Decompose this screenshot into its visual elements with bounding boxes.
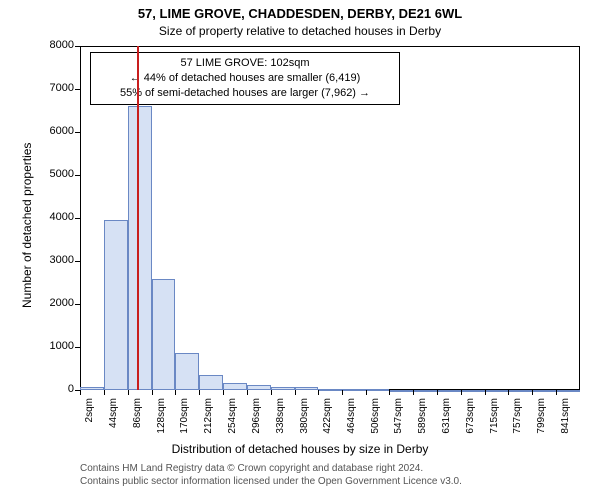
annotation-line-1: 57 LIME GROVE: 102sqm: [97, 56, 393, 71]
x-tick-label: 589sqm: [417, 398, 428, 448]
x-tick-label: 338sqm: [275, 398, 286, 448]
histogram-bar: [366, 389, 389, 391]
x-tick-mark: [175, 390, 176, 395]
x-tick-mark: [271, 390, 272, 395]
x-tick-label: 170sqm: [179, 398, 190, 448]
footer-attribution: Contains HM Land Registry data © Crown c…: [80, 462, 462, 488]
x-tick-mark: [104, 390, 105, 395]
y-tick-label: 4000: [40, 211, 74, 223]
x-tick-label: 506sqm: [370, 398, 381, 448]
histogram-bar: [342, 389, 366, 391]
histogram-bar: [247, 385, 271, 390]
x-tick-label: 296sqm: [251, 398, 262, 448]
annotation-line-2: ← 44% of detached houses are smaller (6,…: [97, 71, 393, 86]
histogram-bar: [80, 387, 104, 390]
histogram-bar: [152, 279, 176, 390]
y-tick-mark: [75, 347, 80, 348]
y-tick-mark: [75, 46, 80, 47]
x-tick-label: 673sqm: [465, 398, 476, 448]
y-tick-label: 3000: [40, 254, 74, 266]
histogram-bar: [223, 383, 247, 390]
y-tick-label: 7000: [40, 82, 74, 94]
y-axis-label: Number of detached properties: [20, 143, 34, 308]
x-tick-label: 86sqm: [132, 398, 143, 448]
x-tick-mark: [389, 390, 390, 395]
histogram-bar: [271, 387, 295, 390]
histogram-bar: [461, 390, 485, 392]
x-tick-label: 715sqm: [489, 398, 500, 448]
chart-title-main: 57, LIME GROVE, CHADDESDEN, DERBY, DE21 …: [0, 6, 600, 21]
histogram-bar: [199, 375, 223, 390]
x-tick-mark: [342, 390, 343, 395]
footer-line-2: Contains public sector information licen…: [80, 475, 462, 488]
x-tick-mark: [128, 390, 129, 395]
y-tick-label: 2000: [40, 297, 74, 309]
y-tick-label: 5000: [40, 168, 74, 180]
histogram-bar: [104, 220, 128, 390]
x-tick-label: 464sqm: [346, 398, 357, 448]
y-tick-mark: [75, 218, 80, 219]
x-tick-mark: [152, 390, 153, 395]
property-marker-line: [137, 46, 139, 390]
x-tick-mark: [295, 390, 296, 395]
x-tick-label: 631sqm: [441, 398, 452, 448]
x-tick-label: 422sqm: [322, 398, 333, 448]
y-tick-mark: [75, 304, 80, 305]
x-tick-label: 547sqm: [393, 398, 404, 448]
x-tick-mark: [80, 390, 81, 395]
histogram-bar: [175, 353, 199, 390]
x-tick-mark: [223, 390, 224, 395]
y-tick-mark: [75, 89, 80, 90]
histogram-bar: [318, 389, 342, 391]
x-tick-label: 44sqm: [108, 398, 119, 448]
histogram-bar: [413, 390, 437, 392]
annotation-line-3: 55% of semi-detached houses are larger (…: [97, 86, 393, 101]
histogram-bar: [128, 106, 152, 390]
x-tick-mark: [461, 390, 462, 395]
histogram-bar: [295, 387, 319, 390]
x-tick-mark: [199, 390, 200, 395]
chart-title-sub: Size of property relative to detached ho…: [0, 24, 600, 38]
x-tick-label: 254sqm: [227, 398, 238, 448]
y-tick-label: 6000: [40, 125, 74, 137]
y-tick-mark: [75, 175, 80, 176]
y-tick-mark: [75, 132, 80, 133]
histogram-bar: [532, 390, 556, 392]
x-tick-label: 212sqm: [203, 398, 214, 448]
x-tick-mark: [366, 390, 367, 395]
histogram-bar: [485, 390, 509, 392]
footer-line-1: Contains HM Land Registry data © Crown c…: [80, 462, 462, 475]
x-tick-mark: [532, 390, 533, 395]
histogram-bar: [389, 390, 413, 392]
y-tick-label: 0: [40, 383, 74, 395]
x-tick-mark: [485, 390, 486, 395]
histogram-bar: [437, 390, 461, 392]
x-tick-label: 128sqm: [156, 398, 167, 448]
property-size-chart: 57, LIME GROVE, CHADDESDEN, DERBY, DE21 …: [0, 0, 600, 500]
x-tick-mark: [318, 390, 319, 395]
y-tick-label: 1000: [40, 340, 74, 352]
y-tick-mark: [75, 261, 80, 262]
x-tick-mark: [508, 390, 509, 395]
x-tick-label: 799sqm: [536, 398, 547, 448]
x-tick-mark: [247, 390, 248, 395]
histogram-bar: [556, 390, 580, 392]
histogram-bar: [508, 390, 532, 392]
x-tick-label: 380sqm: [299, 398, 310, 448]
x-tick-mark: [437, 390, 438, 395]
y-tick-label: 8000: [40, 39, 74, 51]
x-tick-mark: [413, 390, 414, 395]
x-tick-label: 757sqm: [512, 398, 523, 448]
x-tick-mark: [556, 390, 557, 395]
x-tick-label: 841sqm: [560, 398, 571, 448]
x-tick-label: 2sqm: [84, 398, 95, 448]
